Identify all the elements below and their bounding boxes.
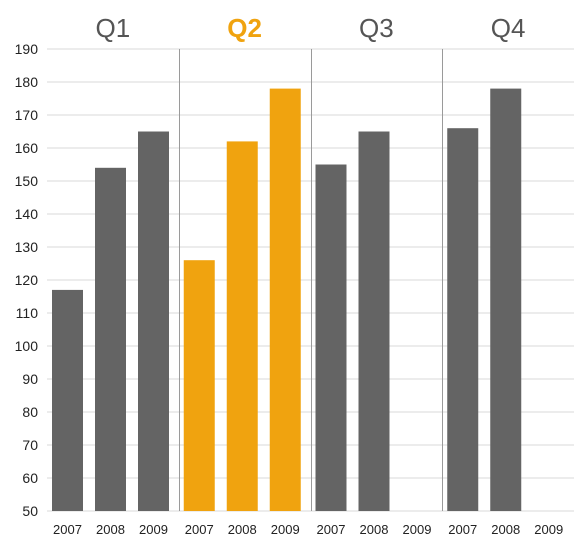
- x-axis: 2007 2008 2009 2007 2008 2009 2007 2008 2009 2007…: [53, 522, 563, 537]
- bar: [95, 167, 126, 512]
- y-tick-label: 190: [15, 41, 39, 57]
- bar: [315, 164, 347, 511]
- quarter-title: Q3: [359, 13, 394, 43]
- y-tick-label: 140: [15, 206, 39, 222]
- y-tick-label: 150: [15, 173, 39, 189]
- quarter-title: Q4: [491, 13, 526, 43]
- y-tick-label: 100: [15, 338, 39, 354]
- quarter-title: Q1: [96, 13, 131, 43]
- quarter-dividers: [179, 49, 443, 511]
- y-axis: 50 60 70 80 90 100 110 120 130 140 150 160 170 180 190: [15, 41, 39, 519]
- gridlines: [47, 48, 574, 512]
- bar: [447, 128, 479, 511]
- x-tick-label: 2008: [228, 522, 257, 537]
- y-tick-label: 130: [15, 239, 39, 255]
- bar: [52, 289, 83, 511]
- bar: [358, 131, 390, 511]
- x-tick-label: 2008: [491, 522, 520, 537]
- y-tick-label: 110: [16, 305, 39, 321]
- y-tick-label: 50: [22, 503, 38, 519]
- x-tick-label: 2007: [448, 522, 477, 537]
- bar: [138, 131, 169, 511]
- quarter-title: Q2: [227, 13, 262, 43]
- y-tick-label: 160: [15, 140, 39, 156]
- bars: [52, 88, 522, 512]
- x-tick-label: 2009: [271, 522, 300, 537]
- x-tick-label: 2007: [53, 522, 82, 537]
- bar: [226, 141, 258, 511]
- bar: [490, 88, 522, 511]
- x-tick-label: 2007: [185, 522, 214, 537]
- bar: [183, 260, 215, 511]
- y-tick-label: 170: [15, 107, 39, 123]
- y-tick-label: 70: [22, 437, 38, 453]
- x-tick-label: 2009: [139, 522, 168, 537]
- y-tick-label: 90: [22, 371, 38, 387]
- y-tick-label: 60: [22, 470, 38, 486]
- bar: [269, 88, 301, 511]
- x-tick-label: 2009: [403, 522, 432, 537]
- quarter-titles: Q1 Q2 Q3 Q4: [96, 13, 526, 43]
- y-tick-label: 80: [22, 404, 38, 420]
- x-tick-label: 2008: [360, 522, 389, 537]
- y-tick-label: 120: [15, 272, 39, 288]
- y-tick-label: 180: [15, 74, 39, 90]
- x-tick-label: 2007: [317, 522, 346, 537]
- x-tick-label: 2008: [96, 522, 125, 537]
- x-tick-label: 2009: [534, 522, 563, 537]
